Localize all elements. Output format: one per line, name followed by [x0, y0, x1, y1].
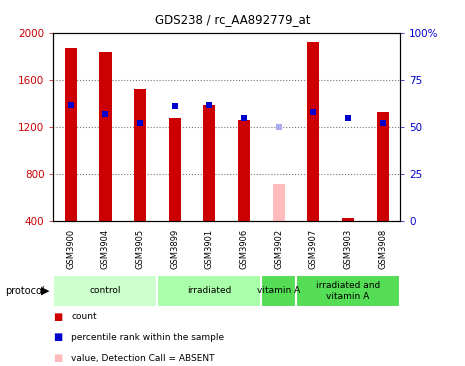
Bar [169, 118, 181, 221]
Text: percentile rank within the sample: percentile rank within the sample [71, 333, 224, 342]
Text: GSM3901: GSM3901 [205, 229, 214, 269]
Bar [65, 48, 77, 221]
Text: protocol: protocol [5, 286, 44, 296]
Text: vitamin A: vitamin A [257, 287, 300, 295]
Text: control: control [90, 287, 121, 295]
Text: GSM3908: GSM3908 [378, 229, 387, 269]
Bar [377, 112, 389, 221]
Bar [100, 52, 112, 221]
Text: GSM3907: GSM3907 [309, 229, 318, 269]
Text: GSM3904: GSM3904 [101, 229, 110, 269]
Text: GSM3900: GSM3900 [66, 229, 75, 269]
Bar [272, 184, 285, 221]
Text: GDS238 / rc_AA892779_at: GDS238 / rc_AA892779_at [155, 13, 310, 26]
Bar [307, 42, 319, 221]
Bar [296, 274, 400, 307]
Text: GSM3905: GSM3905 [136, 229, 145, 269]
Text: ■: ■ [53, 353, 63, 363]
Text: count: count [71, 312, 97, 321]
Text: GSM3906: GSM3906 [239, 229, 248, 269]
Text: irradiated and
vitamin A: irradiated and vitamin A [316, 281, 380, 301]
Text: GSM3902: GSM3902 [274, 229, 283, 269]
Text: GSM3903: GSM3903 [344, 229, 352, 269]
Text: GSM3899: GSM3899 [170, 229, 179, 269]
Text: ▶: ▶ [41, 286, 49, 296]
Bar [203, 105, 215, 221]
Bar [157, 274, 261, 307]
Bar [261, 274, 296, 307]
Bar [53, 274, 157, 307]
Text: value, Detection Call = ABSENT: value, Detection Call = ABSENT [71, 354, 215, 363]
Text: ■: ■ [53, 332, 63, 343]
Bar [134, 90, 146, 221]
Text: irradiated: irradiated [187, 287, 232, 295]
Bar [238, 120, 250, 221]
Bar [342, 218, 354, 221]
Text: ■: ■ [53, 311, 63, 322]
